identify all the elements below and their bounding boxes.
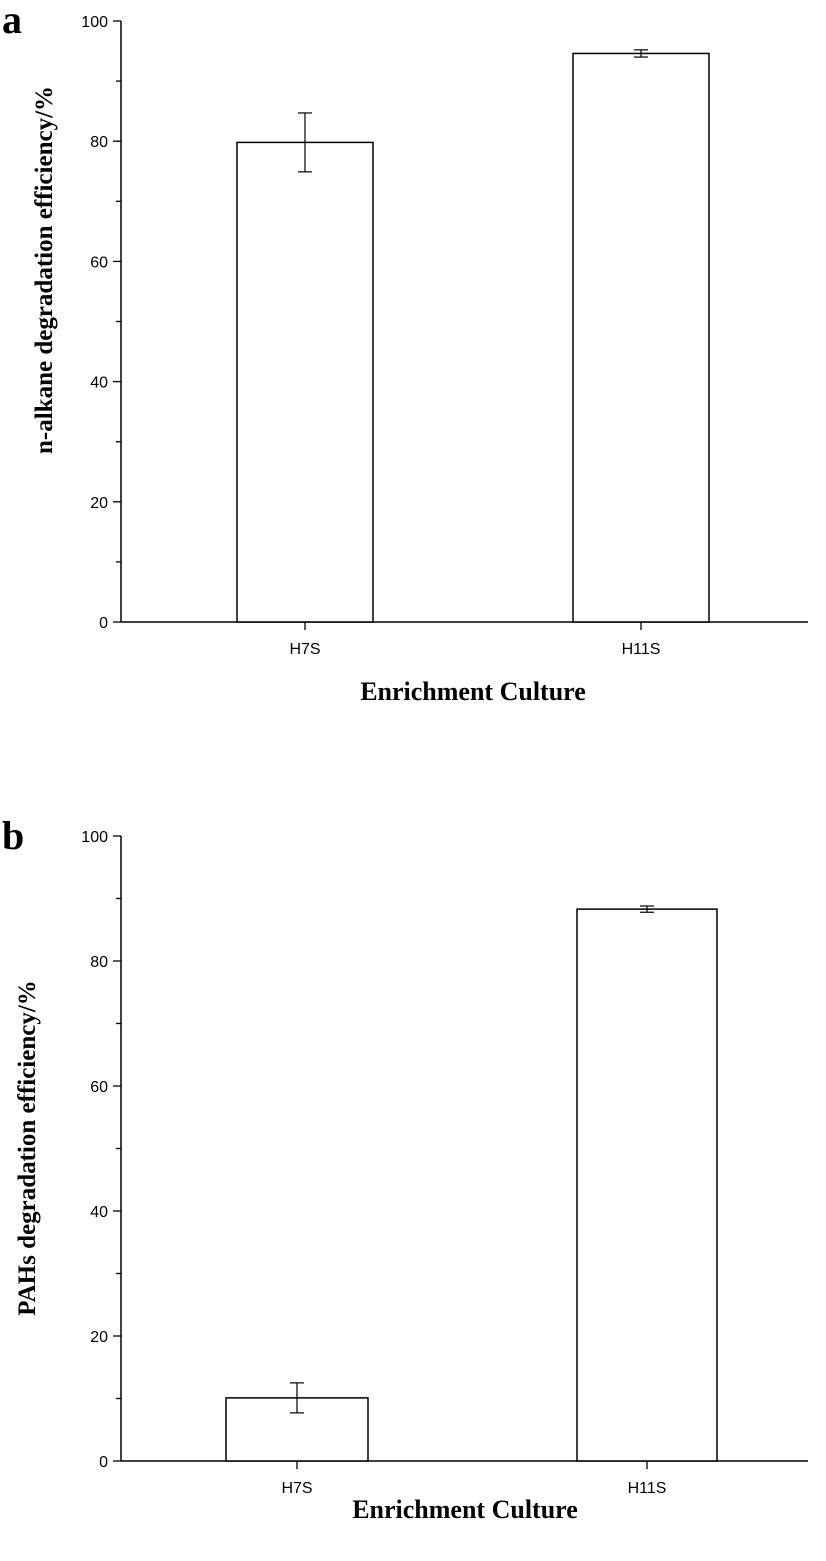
x-tick-label-h7s-a: H7S — [289, 641, 320, 658]
panel-letter-b: b — [2, 813, 24, 858]
y-tick-label-a: 20 — [90, 495, 108, 512]
y-axis-label-a: n-alkane degradation efficiency/% — [31, 86, 58, 454]
x-tick-label-h11s-b: H11S — [628, 1480, 667, 1497]
y-tick-label-a: 60 — [90, 254, 108, 271]
x-tick-label-h7s-b: H7S — [281, 1480, 312, 1497]
y-tick-label-a: 40 — [90, 375, 108, 392]
chart-marks-b: 0 20 40 60 80 100 H7S H11S — [81, 829, 808, 1497]
y-tick-label-a: 80 — [90, 134, 108, 151]
bar-h11s-a — [572, 52, 710, 623]
y-tick-label-b: 0 — [99, 1454, 108, 1471]
y-tick-label-b: 40 — [90, 1204, 108, 1221]
y-tick-label-a: 0 — [99, 615, 108, 632]
x-axis-label-b: Enrichment Culture — [352, 1495, 578, 1524]
chart-marks-a: 0 20 40 60 80 100 H7S H11S — [81, 14, 808, 658]
bar-h7s-a — [236, 141, 374, 623]
y-tick-label-b: 80 — [90, 954, 108, 971]
y-tick-label-a: 100 — [81, 14, 108, 31]
chart-panel-b: b PAHs degradation efficiency/% Enrichme… — [2, 813, 808, 1524]
x-axis-label-a: Enrichment Culture — [360, 677, 586, 706]
panel-letter-a: a — [2, 0, 22, 42]
chart-panel-a: a n-alkane degradation efficiency/% Enri… — [2, 0, 808, 706]
y-tick-label-b: 20 — [90, 1329, 108, 1346]
bar-h11s-b — [576, 908, 718, 1462]
x-tick-label-h11s-a: H11S — [622, 641, 661, 658]
y-tick-label-b: 60 — [90, 1079, 108, 1096]
y-axis-label-b: PAHs degradation efficiency/% — [14, 980, 41, 1316]
y-tick-label-b: 100 — [81, 829, 108, 846]
